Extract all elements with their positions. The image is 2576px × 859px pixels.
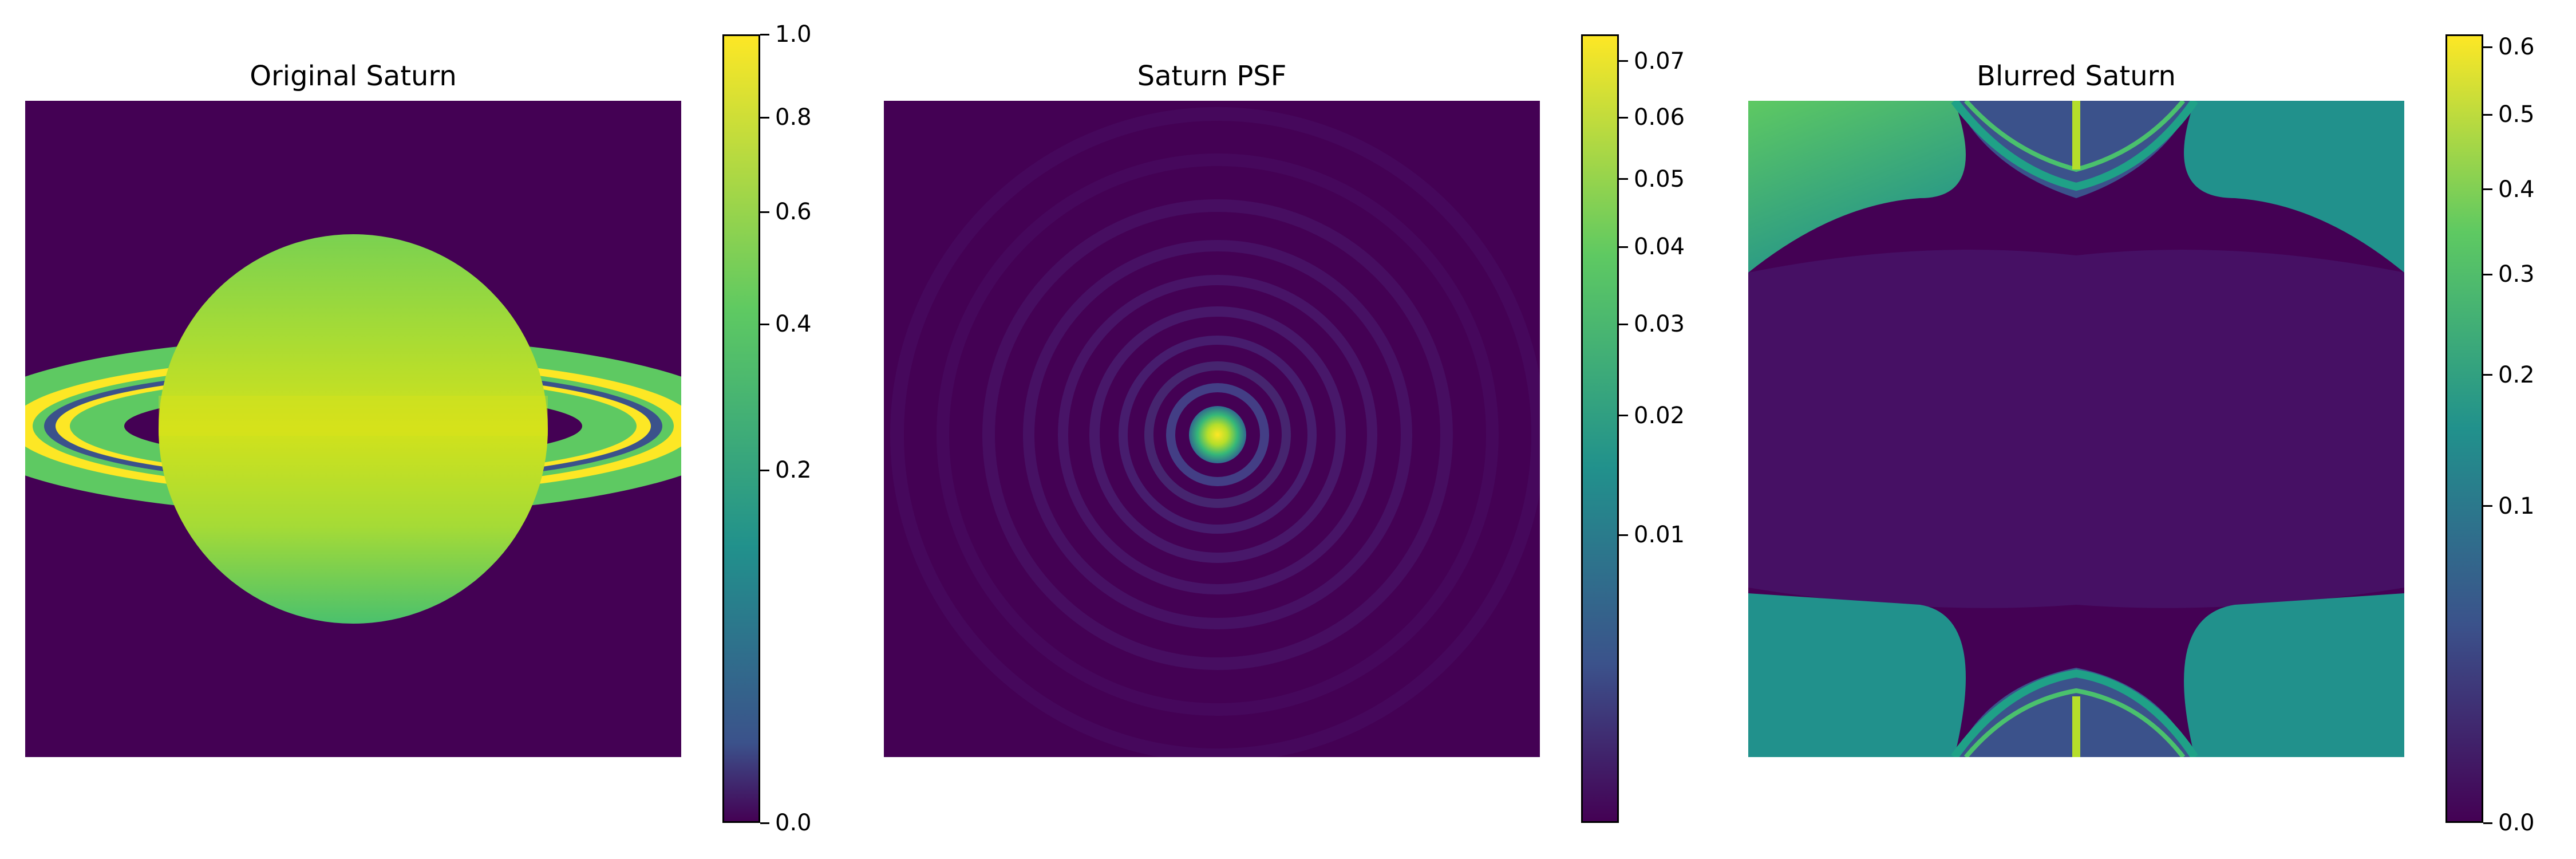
colorbar-tick: [760, 469, 769, 471]
colorbar-tick-label: 0.4: [2498, 176, 2535, 203]
heatmap-saturn-psf: [884, 101, 1540, 757]
seam-bottom: [2072, 696, 2080, 757]
colorbar-tick-label: 0.06: [1634, 104, 1685, 131]
colorbar-tick-label: 0.03: [1634, 311, 1685, 338]
colorbar-tick: [1619, 60, 1628, 62]
colorbar-tick-label: 0.07: [1634, 48, 1685, 74]
planet-body: [159, 234, 548, 624]
colorbar-tick: [2483, 113, 2492, 116]
colorbar-tick: [760, 116, 769, 119]
colorbar-tick-label: 0.8: [775, 104, 812, 131]
colorbar-tick-label: 0.04: [1634, 234, 1685, 261]
colorbar-original-saturn: [722, 34, 760, 823]
colorbar-tick-label: 0.0: [775, 810, 812, 836]
psf-rings: [890, 107, 1540, 757]
panel-blurred-saturn: Blurred Saturn: [1717, 0, 2576, 859]
colorbar-tick-label: 0.5: [2498, 101, 2535, 128]
colorbar-tick-label: 0.0: [2498, 810, 2535, 836]
colorbar-saturn-psf: [1581, 34, 1619, 823]
colorbar-tick-label: 0.6: [775, 199, 812, 226]
panel-title: Blurred Saturn: [1977, 60, 2176, 92]
colorbar-tick: [1619, 415, 1628, 417]
colorbar-tick: [2483, 374, 2492, 376]
panel-original-saturn: Original Saturn: [0, 0, 859, 859]
panel-title: Saturn PSF: [1137, 60, 1287, 92]
colorbar-tick: [1619, 323, 1628, 325]
colorbar-tick-label: 0.4: [775, 311, 812, 338]
colorbar-tick-label: 0.1: [2498, 492, 2535, 519]
colorbar-tick-label: 0.2: [775, 457, 812, 484]
colorbar-tick: [2483, 188, 2492, 191]
seam-top: [2072, 101, 2080, 170]
colorbar-tick-label: 0.05: [1634, 166, 1685, 192]
colorbar-tick: [2483, 46, 2492, 48]
colorbar-tick: [1619, 116, 1628, 119]
colorbar-tick: [2483, 505, 2492, 507]
colorbar-tick: [1619, 534, 1628, 536]
colorbar-tick: [1619, 246, 1628, 248]
colorbar-tick-label: 0.3: [2498, 261, 2535, 288]
heatmap-original-saturn: [25, 101, 681, 757]
colorbar-tick: [760, 323, 769, 325]
colorbar-tick: [760, 211, 769, 213]
colorbar-tick: [2483, 273, 2492, 275]
colorbar-tick-label: 0.01: [1634, 522, 1685, 549]
colorbar-tick-label: 0.02: [1634, 402, 1685, 429]
psf-image: [884, 101, 1540, 757]
colorbar-tick: [2483, 822, 2492, 824]
original-saturn-image: [25, 101, 681, 757]
panel-title: Original Saturn: [250, 60, 457, 92]
blurred-saturn-image: [1748, 101, 2404, 757]
colorbar-tick: [1619, 178, 1628, 180]
panel-saturn-psf: Saturn PSF: [859, 0, 1717, 859]
psf-peak: [1189, 406, 1246, 463]
heatmap-blurred-saturn: [1748, 101, 2404, 757]
colorbar-tick-label: 0.6: [2498, 34, 2535, 61]
colorbar-tick-label: 1.0: [775, 21, 812, 48]
colorbar-blurred-saturn: [2445, 34, 2483, 823]
colorbar-tick: [760, 822, 769, 824]
colorbar-tick: [760, 33, 769, 36]
colorbar-tick-label: 0.2: [2498, 361, 2535, 388]
